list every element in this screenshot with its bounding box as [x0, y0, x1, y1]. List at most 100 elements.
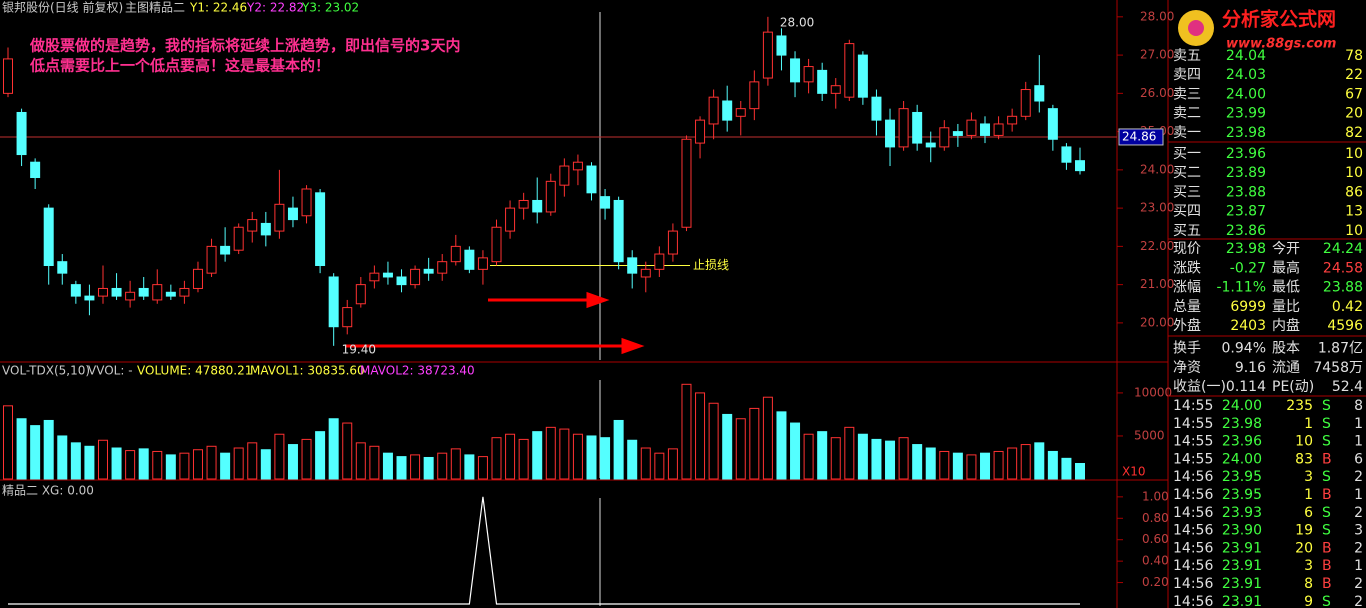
volume-bar [410, 454, 421, 480]
quote-cell: 股本 [1272, 341, 1300, 357]
volume-bar [857, 433, 868, 480]
volume-bar [301, 438, 312, 480]
candle-body [491, 226, 502, 263]
candle-body [830, 85, 841, 94]
y-tick-label: 10000 [1134, 385, 1172, 399]
candle-body [776, 35, 787, 56]
candle-body [749, 81, 760, 110]
volume-bar [952, 452, 963, 480]
quote-cell: 卖三 [1173, 86, 1201, 102]
volume-bar [192, 449, 203, 480]
volume-bar [1020, 444, 1031, 480]
volume-bar [532, 431, 543, 480]
quote-cell: 换手 [1173, 340, 1201, 357]
volume-bar [260, 449, 271, 480]
volume-header: VOLUME: 47880.21 [137, 364, 252, 378]
candle-body [165, 291, 176, 297]
candle-body [396, 276, 407, 286]
candle-body [790, 58, 801, 83]
candle-body [1075, 160, 1085, 172]
candle-body [437, 261, 448, 274]
annotation: 低点需要比上一个低点要高！这是最基本的！ [29, 57, 330, 75]
quote-cell: B [1322, 487, 1332, 503]
y3-value: Y3: 23.02 [301, 1, 359, 15]
volume-header: VOL-TDX(5,10) [2, 364, 90, 378]
volume-bar [586, 435, 597, 480]
quote-cell: 总量 [1173, 299, 1201, 315]
y-tick-label: 28.00 [1140, 9, 1174, 23]
quote-cell: 0.114 [1226, 379, 1266, 395]
volume-bar [43, 419, 54, 480]
quote-cell: 23.99 [1226, 106, 1266, 122]
volume-bar [328, 418, 339, 480]
candle-body [233, 226, 244, 251]
candle-body [627, 257, 638, 274]
xg-line [8, 496, 1080, 605]
candle-body [179, 287, 190, 297]
quote-cell: 4596 [1327, 318, 1363, 334]
quote-cell: 量比 [1272, 299, 1300, 315]
volume-bar [30, 425, 41, 480]
quote-cell: 23.91 [1222, 540, 1262, 556]
volume-bar [491, 437, 502, 480]
quote-cell: 8 [1304, 576, 1313, 592]
quote-cell: 13 [1345, 204, 1363, 220]
volume-bar [3, 405, 13, 480]
volume-bar [152, 450, 163, 480]
candle-body [274, 203, 285, 232]
quote-cell: 52.4 [1332, 379, 1363, 395]
quote-cell: 14:56 [1173, 540, 1213, 556]
quote-cell: 2 [1354, 540, 1363, 556]
quote-cell: 23.86 [1226, 223, 1266, 239]
candle-body [844, 43, 855, 98]
candle-body [817, 69, 828, 94]
candle-body [301, 188, 312, 217]
candle-body [898, 108, 909, 148]
quote-cell: 23.90 [1222, 523, 1262, 539]
candle-body [667, 230, 678, 255]
quote-cell: 78 [1345, 48, 1363, 64]
candle-body [939, 127, 950, 148]
quote-cell: 23.88 [1323, 280, 1363, 296]
candle-body [966, 119, 977, 136]
quote-cell: 买三 [1173, 184, 1201, 200]
quote-cell: 14:56 [1173, 594, 1213, 608]
volume-bar [1047, 450, 1058, 480]
quote-cell: 23.93 [1222, 505, 1262, 521]
quote-cell: 235 [1286, 398, 1313, 414]
volume-header: VVOL: - [88, 364, 133, 378]
quote-cell: 卖四 [1173, 67, 1201, 83]
quote-cell: 14:56 [1173, 576, 1213, 592]
quote-cell: 20 [1345, 106, 1363, 122]
quote-cell: S [1322, 523, 1331, 539]
volume-bar [871, 438, 882, 480]
quote-cell: 14:56 [1173, 505, 1213, 521]
indicator-header: 精品二 XG: 0.00 [2, 484, 94, 498]
volume-bar [505, 433, 516, 480]
quote-cell: S [1322, 594, 1331, 608]
quote-cell: 23.95 [1222, 469, 1262, 485]
current-price-box [1118, 128, 1164, 146]
quote-cell: 内盘 [1272, 317, 1300, 334]
quote-cell: 3 [1304, 469, 1313, 485]
volume-bar [57, 435, 68, 480]
volume-bar [464, 454, 475, 480]
quote-cell: 24.58 [1323, 260, 1363, 276]
volume-bar [369, 445, 380, 480]
quote-cell: 9 [1304, 594, 1313, 608]
candle-body [247, 219, 258, 232]
volume-bar [939, 450, 950, 480]
volume-bar [600, 437, 611, 480]
volume-bar [790, 422, 801, 480]
y-tick-label: 22.00 [1140, 239, 1174, 253]
y-tick-label: 0.20 [1142, 575, 1169, 589]
quote-cell: 67 [1345, 86, 1363, 102]
volume-bar [165, 454, 176, 480]
candle-body [84, 295, 95, 301]
volume-bar [722, 413, 733, 480]
candle-body [111, 287, 122, 297]
candle-body [912, 111, 923, 144]
y2-value: Y2: 22.82 [246, 1, 304, 15]
